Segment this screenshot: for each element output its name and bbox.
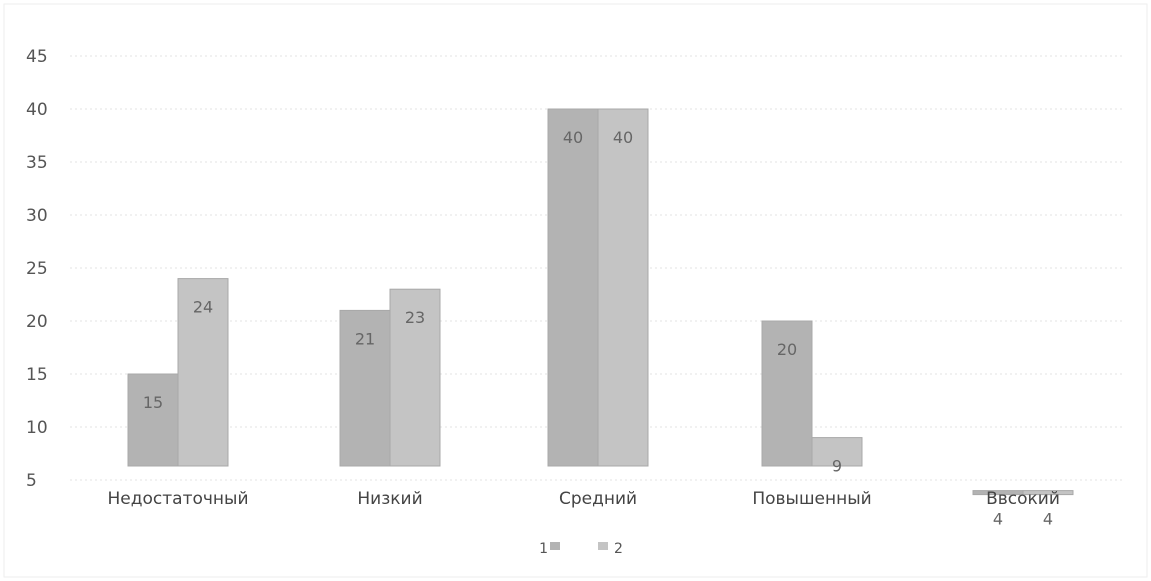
y-tick-label: 20	[26, 312, 48, 332]
category-label: Недостаточный	[108, 489, 249, 509]
category-labels: Недостаточный Низкий Средний Повышенный Ввсо…	[108, 489, 1060, 509]
grid-lines	[70, 55, 1125, 481]
y-tick-label: 25	[26, 259, 48, 279]
bar	[761, 320, 813, 467]
data-label: 9	[832, 457, 842, 476]
legend-swatch	[598, 542, 608, 550]
data-label: 23	[405, 308, 425, 327]
category-label: Низкий	[357, 489, 422, 509]
y-tick-label: 30	[26, 206, 48, 226]
bar	[597, 108, 649, 467]
bar	[339, 309, 391, 467]
category-label: Средний	[559, 489, 637, 509]
bar	[127, 373, 179, 467]
data-labels: 15 24 21 23 40 40 20 9 4 4	[143, 128, 1053, 529]
bar	[547, 108, 599, 467]
data-label: 20	[777, 340, 797, 359]
legend-swatch	[550, 542, 560, 550]
data-label: 15	[143, 393, 163, 412]
data-label: 24	[193, 298, 213, 317]
data-label: 40	[613, 128, 633, 147]
y-tick-label: 5	[26, 471, 37, 491]
data-label: 4	[993, 510, 1003, 529]
bar	[1022, 490, 1074, 496]
bar	[389, 288, 441, 467]
data-label: 4	[1043, 510, 1053, 529]
category-label: Повышенный	[752, 489, 871, 509]
y-axis-ticks: 5 10 15 20 25 30 35 40 45	[26, 47, 48, 491]
y-tick-label: 45	[26, 47, 48, 67]
legend-label: 1	[539, 541, 548, 557]
y-tick-label: 35	[26, 153, 48, 173]
data-label: 40	[563, 128, 583, 147]
y-tick-label: 40	[26, 100, 48, 120]
category-label: Ввсокий	[986, 489, 1060, 509]
legend-label: 2	[614, 541, 623, 557]
y-tick-label: 10	[26, 418, 48, 438]
data-label: 21	[355, 329, 375, 348]
y-tick-label: 15	[26, 365, 48, 385]
bars	[127, 108, 1074, 496]
bar	[177, 278, 229, 467]
bar	[811, 437, 863, 467]
